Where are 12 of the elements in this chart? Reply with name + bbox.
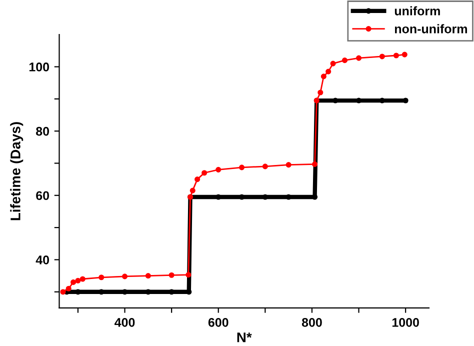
legend-label: non-uniform xyxy=(394,24,467,34)
y-tick-label: 60 xyxy=(36,191,50,200)
x-tick-label: 400 xyxy=(114,318,135,327)
x-tick-label: 600 xyxy=(208,318,228,327)
y-tick-label: 40 xyxy=(36,256,50,264)
legend-label: uniform xyxy=(394,6,440,16)
y-tick-label: 80 xyxy=(36,126,50,136)
x-tick-label: 1000 xyxy=(392,318,419,327)
x-tick-label: 800 xyxy=(302,318,322,327)
y-axis-title: Lifetime (Days) xyxy=(10,122,24,220)
y-tick-label: 100 xyxy=(29,62,50,72)
x-axis-title: N* xyxy=(237,332,252,342)
